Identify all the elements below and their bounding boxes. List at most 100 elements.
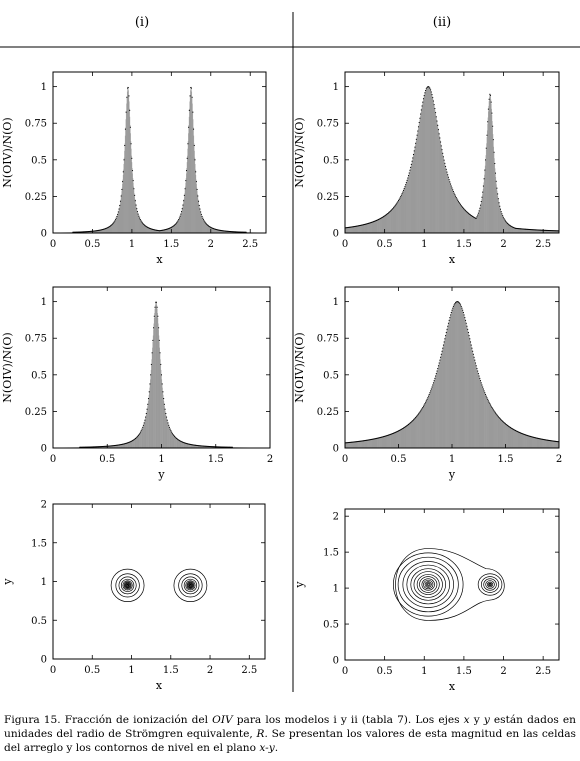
data-point [418, 122, 420, 124]
data-point [365, 223, 367, 225]
data-point [460, 305, 462, 307]
data-point [478, 210, 480, 212]
plot-frame [344, 508, 560, 661]
data-point [436, 120, 438, 122]
data-point [445, 335, 447, 337]
data-point [176, 438, 178, 440]
caption-text: están dados en unidades del radio de Str… [4, 714, 576, 740]
data-point [400, 196, 402, 198]
data-point [415, 417, 417, 419]
data-point [100, 446, 102, 448]
figure-15: (i) (ii) 0 0.5 1 1.5 2 2.5 0 0.25 0.5 0.75 1 x N(OIV… [0, 12, 580, 693]
data-point [502, 420, 504, 422]
data-point [509, 225, 511, 227]
data-point [345, 227, 347, 229]
data-point [139, 219, 141, 221]
data-point [448, 319, 450, 321]
data-point [354, 225, 356, 227]
data-point [133, 439, 135, 441]
data-point [410, 163, 412, 165]
data-point [399, 197, 401, 199]
data-point [239, 231, 241, 233]
data-point [144, 224, 146, 226]
data-point [178, 439, 180, 441]
data-point [395, 204, 397, 206]
data-point [134, 438, 136, 440]
data-point [125, 442, 127, 444]
data-point [539, 229, 541, 231]
data-point [221, 230, 223, 232]
data-point [448, 179, 450, 181]
data-point [142, 223, 144, 225]
data-point [161, 374, 162, 376]
data-point [537, 229, 539, 231]
y-tick-label: 2 [333, 512, 339, 523]
data-point [485, 395, 487, 397]
data-point [361, 224, 363, 226]
data-point [524, 228, 526, 230]
caption-text: . [274, 742, 279, 754]
data-point [350, 441, 352, 443]
data-point [475, 365, 477, 367]
contour-line [416, 574, 440, 595]
data-point [163, 229, 165, 231]
data-point [411, 160, 413, 162]
data-point [532, 436, 534, 438]
data-point [549, 230, 551, 232]
data-point [216, 446, 218, 448]
data-point [352, 226, 354, 228]
data-point [223, 446, 225, 448]
data-point [460, 304, 462, 306]
data-point [418, 412, 420, 414]
data-point [87, 446, 89, 448]
data-point [536, 437, 538, 439]
contour-line [187, 582, 194, 589]
data-point [494, 411, 496, 413]
data-point [140, 430, 142, 432]
x-axis-label: y [448, 468, 456, 481]
data-point [183, 200, 185, 202]
data-point [457, 200, 459, 202]
data-point [549, 440, 551, 442]
data-point [127, 87, 129, 89]
data-point [219, 446, 221, 448]
contour-line [125, 583, 130, 588]
contour-line [406, 564, 450, 605]
data-point [380, 217, 382, 219]
data-point [217, 229, 219, 231]
data-point [356, 441, 358, 443]
data-point [516, 227, 518, 229]
data-point [93, 230, 95, 232]
data-point [109, 225, 111, 227]
data-point [554, 230, 556, 232]
data-point [440, 141, 442, 143]
data-point [83, 446, 85, 448]
data-point [172, 433, 174, 435]
data-point [200, 211, 202, 213]
data-point [535, 437, 537, 439]
data-point [386, 213, 388, 215]
data-point [417, 413, 419, 415]
data-point [130, 440, 132, 442]
data-point [470, 341, 472, 343]
data-point [83, 231, 85, 233]
data-point [209, 446, 211, 448]
data-point [442, 344, 444, 346]
y-tick-label: 0.5 [323, 155, 339, 166]
data-point [136, 436, 138, 438]
x-axis-label: y [157, 468, 165, 481]
data-point [380, 436, 382, 438]
data-point [487, 108, 489, 110]
data-point [382, 216, 384, 218]
x-tick-label: 0.5 [84, 239, 100, 250]
data-point [131, 157, 133, 159]
data-point [215, 228, 217, 230]
y-tick-label: 1.5 [31, 538, 47, 549]
data-point [405, 184, 407, 186]
contour-line [178, 573, 203, 598]
data-point [457, 199, 459, 201]
data-point [464, 317, 466, 319]
data-point [171, 432, 173, 434]
data-point [545, 229, 547, 231]
data-point [85, 231, 87, 233]
